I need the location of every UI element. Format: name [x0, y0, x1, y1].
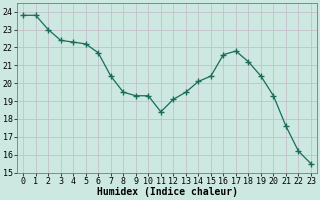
X-axis label: Humidex (Indice chaleur): Humidex (Indice chaleur)	[97, 187, 237, 197]
